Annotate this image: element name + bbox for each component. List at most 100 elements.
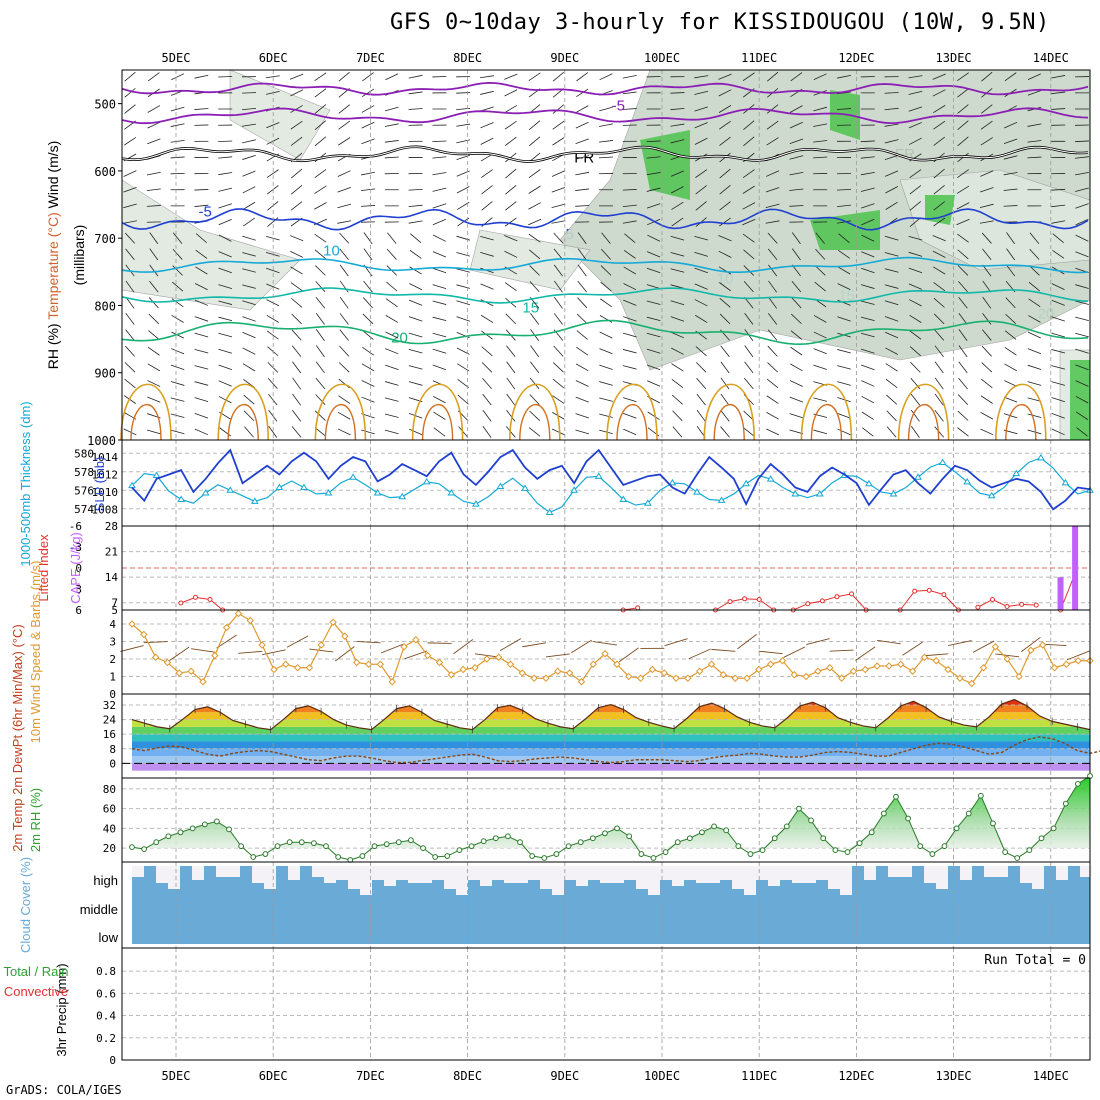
wind-barb <box>622 108 637 110</box>
wind-barb <box>886 410 897 422</box>
wind-barb <box>433 411 446 420</box>
temp-band <box>132 763 1090 771</box>
wind-barb <box>268 426 278 438</box>
wind-barb <box>267 201 279 211</box>
cloud-gap <box>264 866 276 889</box>
wind-barb <box>860 348 875 354</box>
thickness-point <box>496 482 505 490</box>
wind-barb <box>242 331 256 339</box>
cloud-gap <box>600 866 612 883</box>
isotherm-loop <box>897 383 950 441</box>
wind-speed-point <box>873 662 881 670</box>
wind-barb <box>339 280 349 293</box>
wind-barb <box>125 296 135 309</box>
wind-barb <box>957 104 969 114</box>
wind-barb <box>315 329 325 341</box>
wind-barb <box>1027 331 1041 339</box>
isotherm-line <box>121 208 1089 231</box>
upper-ylabel: RH (%) Temperature (°C) Wind (m/s) <box>45 141 61 370</box>
wind-barb <box>528 72 541 82</box>
li-series <box>793 593 867 611</box>
wind-barb <box>623 316 637 322</box>
rh-point <box>262 851 269 857</box>
wind-barb <box>315 361 325 374</box>
wind-barb <box>884 300 899 306</box>
wind-barb <box>506 393 516 406</box>
contour-label: -5 <box>198 203 211 220</box>
wind-barb <box>647 411 660 420</box>
wind-barb <box>432 156 447 159</box>
wind-barb <box>218 218 232 226</box>
rh-point <box>153 839 160 846</box>
wind-barb <box>670 252 685 257</box>
wind-barb <box>194 428 208 436</box>
wind-speed-point <box>920 653 929 661</box>
wind-barb <box>932 250 946 258</box>
rh-point <box>565 843 572 850</box>
wind-barb <box>149 264 159 277</box>
cloud-gap <box>1080 866 1092 877</box>
wind-barb <box>790 346 803 356</box>
wind-barb <box>265 90 280 95</box>
wind-barb <box>218 172 233 176</box>
wind-barb <box>266 299 280 307</box>
wind-barb <box>622 397 637 403</box>
thickness-point <box>1012 469 1021 477</box>
wind-barb <box>837 349 851 354</box>
cloud-gap <box>792 866 804 883</box>
thickness-series <box>131 457 1091 514</box>
wind-barb <box>457 217 470 227</box>
wind-barb <box>1003 205 1018 207</box>
wind-speed-point <box>778 657 787 665</box>
wind-barb <box>909 185 922 195</box>
wind-barb <box>290 266 303 275</box>
wind-speed-point <box>672 674 680 682</box>
wind-speed-point <box>589 660 597 668</box>
wind-barb <box>337 203 352 209</box>
thickness-point <box>693 488 701 495</box>
rh-point <box>541 855 548 861</box>
rh-point <box>323 843 329 850</box>
wind-barb <box>1004 346 1017 356</box>
wind-barb <box>314 249 327 260</box>
rh-point <box>759 847 766 853</box>
rh-point <box>856 840 863 847</box>
li-tick-label: 3 <box>75 583 82 596</box>
cloud-gap <box>552 866 564 895</box>
cloud-gap <box>828 866 840 889</box>
wind-barb <box>480 137 494 145</box>
wind-barb <box>790 330 803 340</box>
wind-barb <box>909 201 922 211</box>
wind-speed-point <box>1062 660 1071 668</box>
cape-tick-label: 14 <box>105 571 119 584</box>
wind-speed-point <box>660 669 668 677</box>
wind-barb <box>289 235 304 242</box>
cloud-gap <box>768 866 780 886</box>
wind-barb <box>242 363 256 372</box>
isotherm-line <box>121 256 1089 274</box>
rh-point <box>298 839 305 846</box>
wind-barb <box>646 187 661 192</box>
temp-tick-label: 24 <box>103 714 117 727</box>
wind-barb <box>290 120 303 130</box>
wind-barb <box>956 202 970 210</box>
rh-high-shade <box>810 210 880 250</box>
wind-barb <box>599 331 613 339</box>
rh-point <box>723 827 730 834</box>
axis-tick-label: 500 <box>94 98 116 112</box>
wind-barb <box>789 396 804 403</box>
wind-barb <box>815 248 826 260</box>
wind-speed-point <box>766 660 775 668</box>
freezing-line-inner <box>121 146 1089 163</box>
wind-barb <box>980 137 993 146</box>
wind-barb <box>1028 298 1041 308</box>
wind-barb <box>932 73 946 80</box>
isotherm-loop <box>120 383 172 441</box>
contour-label: 20 <box>391 330 408 347</box>
isotherm-loop <box>616 403 648 441</box>
wind-barb <box>338 362 350 373</box>
wind-barb <box>599 73 613 81</box>
wind-speed-point <box>601 650 609 658</box>
rh-point <box>480 838 487 845</box>
wind-barb <box>362 346 374 356</box>
